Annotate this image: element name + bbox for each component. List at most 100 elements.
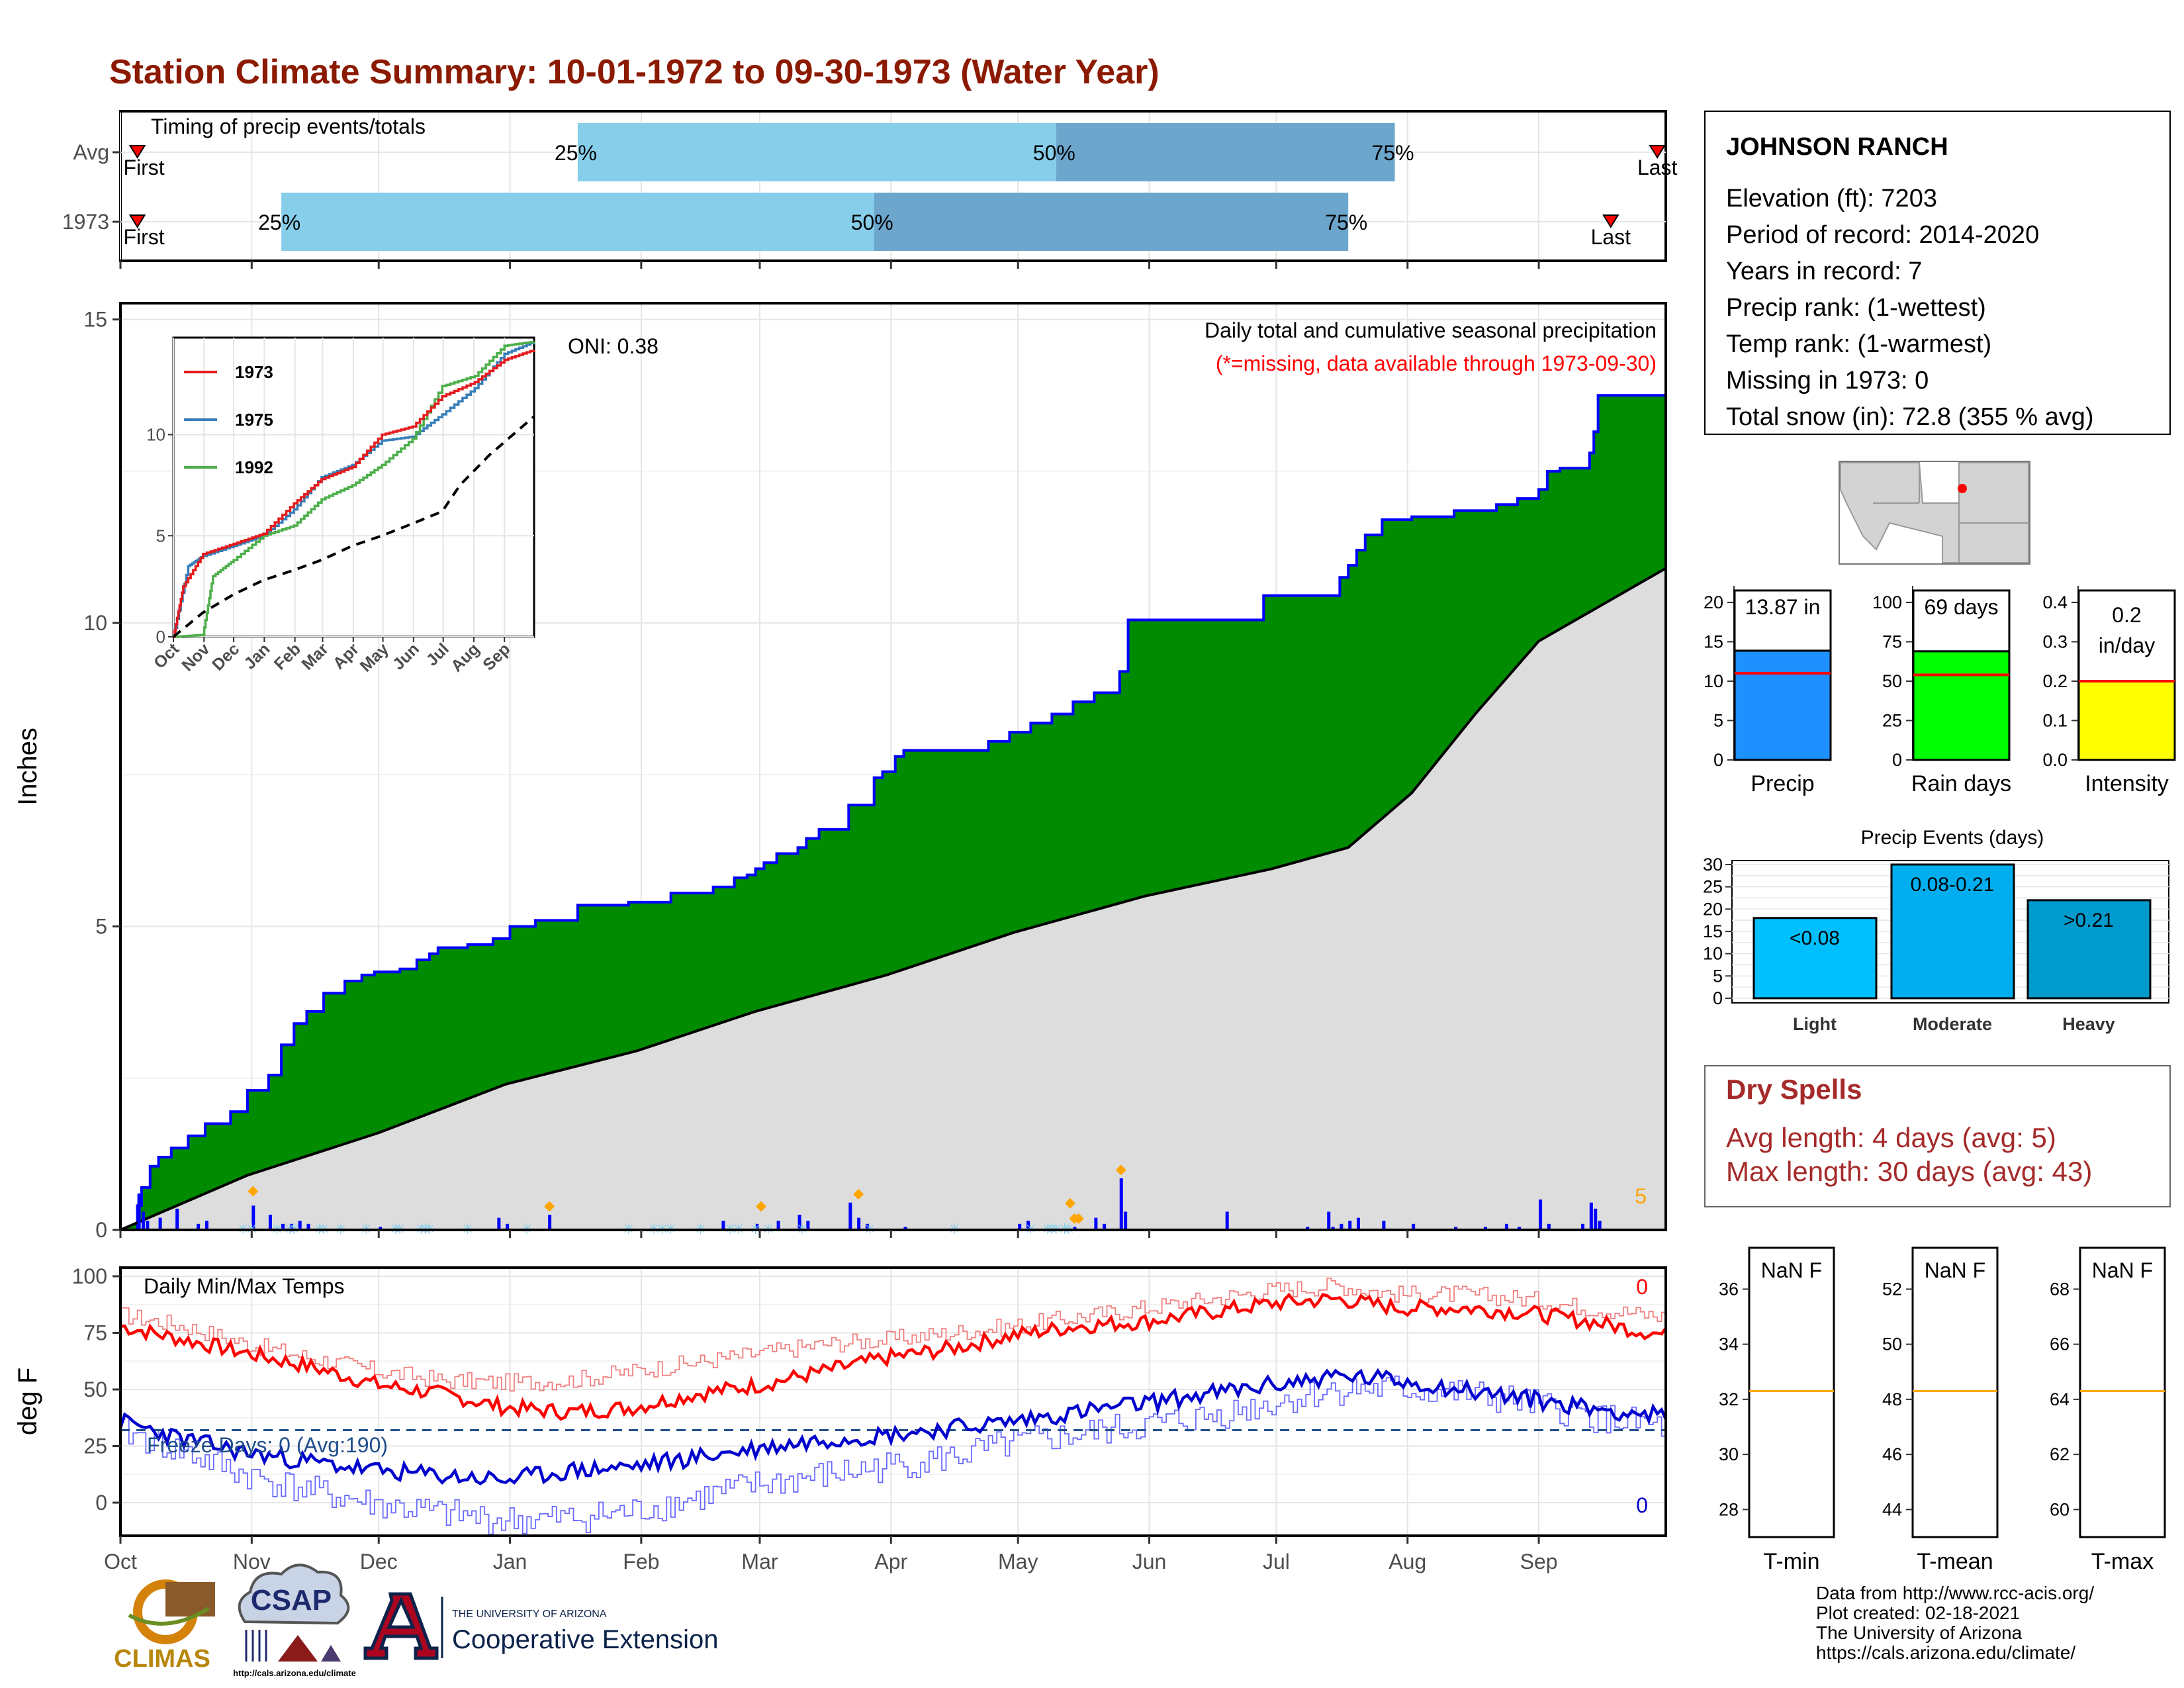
first-event-label: First: [123, 156, 164, 179]
precip-chart-title: Daily total and cumulative seasonal prec…: [1205, 318, 1657, 342]
dry-spells-max-length: Max length: 30 days (avg: 43): [1726, 1156, 2092, 1187]
daily-precip-bar: [137, 1193, 141, 1230]
daily-precip-bar: [1483, 1227, 1487, 1230]
events-title: Precip Events (days): [1861, 827, 2044, 849]
tmax-count: 0: [1636, 1275, 1648, 1299]
month-axis-label: May: [998, 1550, 1038, 1573]
summary-bar-label: Intensity: [2085, 771, 2169, 796]
summary-bar-unit: in/day: [2099, 633, 2155, 657]
daily-precip-bar: [1348, 1221, 1352, 1230]
events-y-tick-label: 25: [1703, 877, 1723, 897]
events-bar-label: <0.08: [1790, 927, 1840, 949]
temp-rank-label: T-mean: [1917, 1549, 1993, 1574]
inset-series-1973: [173, 350, 535, 638]
daily-precip-bar: [1124, 1211, 1128, 1230]
temp-rank-box: [1911, 1246, 1999, 1538]
daily-precip-bar: [289, 1223, 293, 1230]
precip-raindays-intensity-charts: 0 5 10 15 20 13.87 in Precip 0 25 50 75 100 69 days R…: [1704, 586, 2176, 796]
daily-precip-bar: [865, 1223, 869, 1230]
month-axis-label: Sep: [1520, 1550, 1558, 1573]
daily-precip-bar: [1594, 1208, 1598, 1230]
daily-precip-bar: [506, 1223, 510, 1230]
temp-y-tick-label: 50: [83, 1378, 107, 1401]
temp-rank-y-tick-label: 52: [1882, 1279, 1902, 1299]
timing-panel: Avg 25% 50% 75% First Last 1973 25% 50% 75% First L…: [62, 110, 1678, 269]
month-axis-label: Apr: [874, 1550, 907, 1573]
bar-y-tick-label: 0: [1713, 750, 1723, 770]
events-y-tick-label: 0: [1713, 988, 1723, 1008]
temp-label: Daily Min/Max Temps: [144, 1274, 344, 1298]
inset-y-tick-label: 5: [156, 526, 165, 545]
csap-logo: CSAP http://cals.arizona.edu/climate: [233, 1564, 356, 1678]
events-bar-moderate: [1890, 863, 2015, 1000]
temp-y-tick-label: 100: [72, 1264, 107, 1288]
daily-precip-bar: [1598, 1221, 1602, 1230]
last-event-marker: [1649, 145, 1666, 159]
temp-rank-value: NaN F: [1761, 1258, 1822, 1282]
inset-legend-label: 1992: [235, 457, 273, 477]
first-event-marker: [128, 145, 146, 159]
station-name: JOHNSON RANCH: [1726, 133, 1948, 161]
month-axis-label: Jun: [1132, 1550, 1167, 1573]
daily-precip-bar: [1073, 1227, 1077, 1230]
cumulative-precip-line: [120, 394, 1666, 1231]
daily-precip-bar: [1518, 1227, 1522, 1230]
temp-rank-box: [1748, 1246, 1835, 1538]
daily-precip-bar: [1357, 1217, 1360, 1230]
daily-precip-bar: [755, 1223, 759, 1230]
daily-precip-bar: [1547, 1223, 1551, 1230]
precip-y-tick-label: 15: [83, 308, 107, 332]
daily-precip-bar: [1225, 1211, 1229, 1230]
daily-precip-bar: [776, 1221, 780, 1230]
daily-precip-bar: [1119, 1178, 1123, 1230]
precip-y-axis-title: Inches: [13, 727, 42, 806]
daily-precip-bar: [251, 1205, 255, 1230]
daily-precip-bar: [175, 1208, 179, 1230]
bar-y-tick-label: 100: [1872, 592, 1902, 612]
bar-y-tick-label: 0.3: [2042, 632, 2068, 652]
daily-precip-bar: [1589, 1202, 1593, 1230]
locator-map: [1839, 461, 2030, 565]
month-axis-label: Jul: [1263, 1550, 1290, 1573]
events-y-tick-label: 20: [1703, 899, 1723, 919]
daily-precip-bar: [1018, 1223, 1022, 1230]
tmin-line: [118, 1368, 1668, 1485]
last-event-marker: [1602, 214, 1619, 228]
ua-big-text: Cooperative Extension: [452, 1625, 718, 1654]
station-location-marker: [1958, 484, 1967, 493]
temp-rank-label: T-max: [2091, 1549, 2154, 1574]
climas-logo: CLIMAS: [114, 1579, 215, 1673]
summary-bar-value: 69 days: [1924, 595, 1998, 619]
inset-legend-label: 1973: [235, 362, 273, 382]
temp-rank-y-tick-label: 66: [2050, 1335, 2070, 1354]
temp-rank-y-tick-label: 62: [2050, 1444, 2070, 1464]
timing-pct-25: 25%: [555, 141, 597, 165]
temp-rank-y-tick-label: 44: [1882, 1499, 1902, 1519]
oni-value: ONI: 0.38: [568, 334, 659, 358]
daily-precip-bar: [1412, 1223, 1416, 1230]
daily-precip-bar: [146, 1221, 150, 1230]
daily-precip-bar: [281, 1223, 285, 1230]
bar-y-tick-label: 0.0: [2042, 750, 2068, 770]
daily-precip-bar: [797, 1215, 801, 1230]
station-info-line: Temp rank: (1-warmest): [1726, 330, 1991, 358]
timing-row-label: Avg: [73, 140, 109, 164]
daily-precip-bar: [497, 1217, 501, 1230]
station-info-line: Elevation (ft): 7203: [1726, 185, 1937, 212]
first-event-marker: [128, 214, 146, 228]
daily-precip-bar: [1094, 1217, 1098, 1230]
temp-rank-value: NaN F: [2092, 1258, 2153, 1282]
temp-rank-y-tick-label: 50: [1882, 1335, 1902, 1354]
daily-precip-bar: [306, 1223, 310, 1230]
daily-precip-bar: [1340, 1223, 1343, 1230]
csap-url: http://cals.arizona.edu/climate: [233, 1668, 356, 1678]
station-info-line: Total snow (in): 72.8 (355 % avg): [1726, 403, 2094, 431]
events-category-label: Light: [1793, 1014, 1837, 1034]
daily-precip-bar: [141, 1211, 145, 1230]
daily-precip-bar: [298, 1221, 302, 1230]
temp-rank-label: T-min: [1764, 1549, 1820, 1574]
max-daily-count: 5: [1635, 1184, 1647, 1208]
temp-y-tick-label: 25: [83, 1434, 107, 1458]
daily-precip-bar: [1327, 1211, 1331, 1230]
